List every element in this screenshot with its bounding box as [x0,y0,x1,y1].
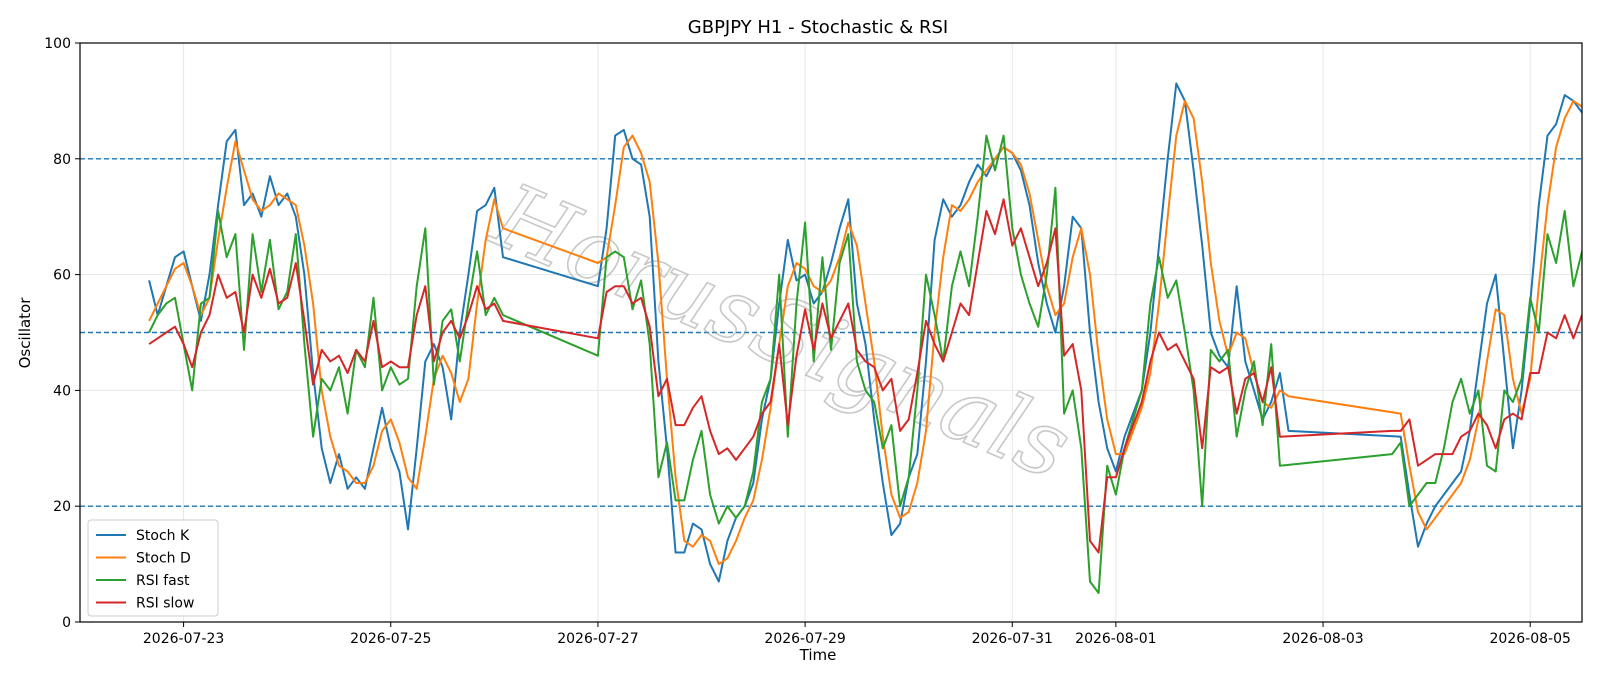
axes-frame [79,42,1583,623]
x-tick-label: 2026-07-27 [557,631,638,647]
x-tick-label: 2026-08-05 [1490,631,1571,647]
series-line-stoch-k [148,82,1582,583]
x-tick-label: 2026-07-29 [764,631,845,647]
legend-label: RSI fast [136,573,190,589]
legend: Stoch K Stoch D RSI fast RSI slow [87,519,219,617]
y-axis-label: Oscillator [16,297,34,369]
series-line-stoch-d [148,99,1582,566]
chart-title: GBPJPY H1 - Stochastic & RSI [688,17,948,38]
series-line-rsi-slow [148,198,1582,554]
series-line-rsi-fast [148,134,1582,594]
y-tick-label: 40 [53,383,71,399]
y-tick-label: 100 [44,36,71,52]
x-tick-label: 2026-07-25 [350,631,431,647]
x-tick-label: 2026-08-03 [1282,631,1363,647]
x-tick-label: 2026-07-31 [972,631,1053,647]
x-tick-label: 2026-08-01 [1075,631,1156,647]
legend-label: Stoch K [136,528,190,544]
legend-label: Stoch D [136,551,191,567]
y-tick-label: 80 [53,152,71,168]
y-tick-label: 60 [53,268,71,284]
y-tick-label: 20 [53,499,71,515]
y-tick-label: 0 [62,615,71,631]
series-lines [148,82,1582,594]
x-tick-label: 2026-07-23 [143,631,224,647]
legend-label: RSI slow [136,596,194,612]
x-axis-label: Time [799,646,837,664]
legend-box [87,519,219,617]
